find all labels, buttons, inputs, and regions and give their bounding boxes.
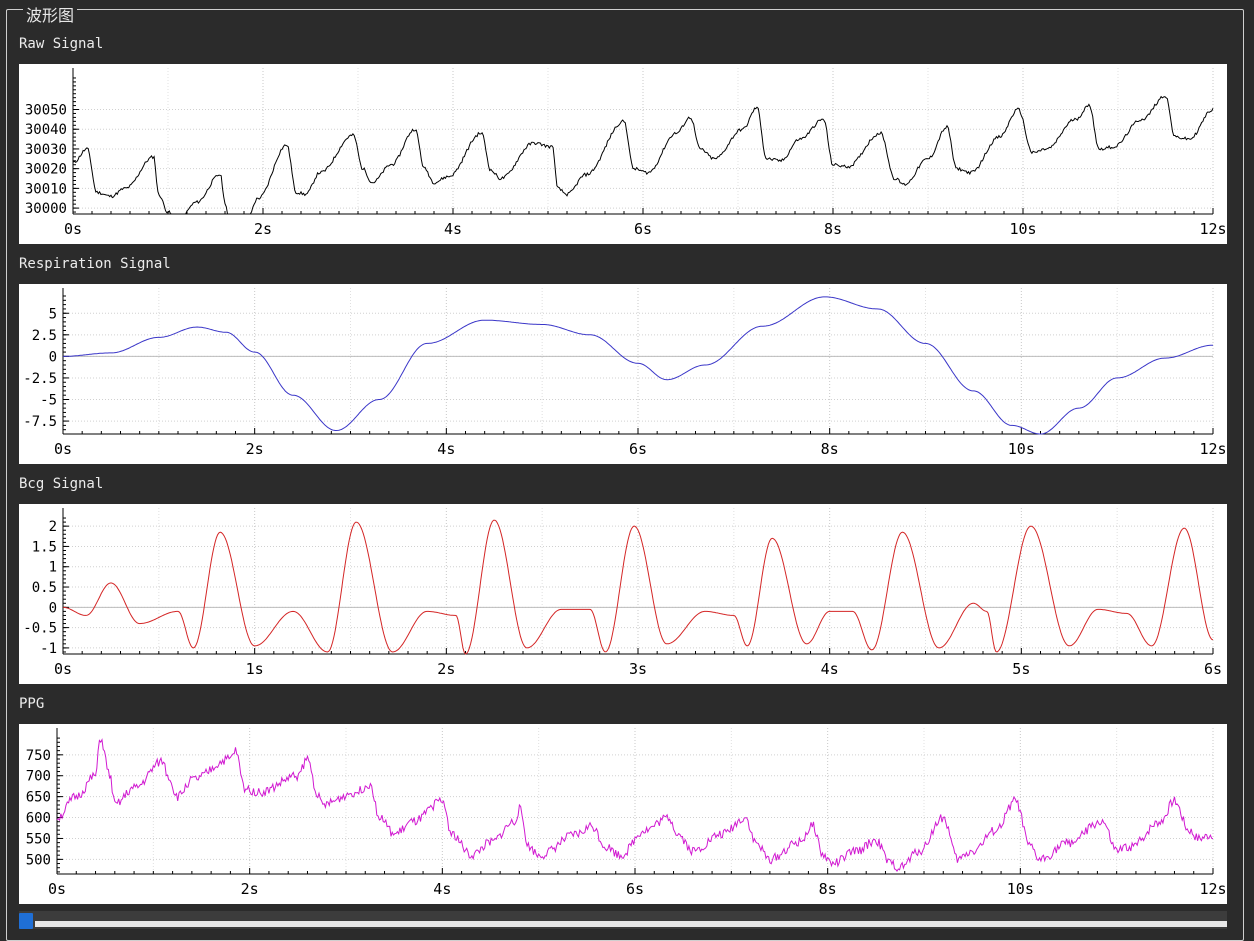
x-tick-label: 4s xyxy=(437,440,455,458)
y-tick-label: 2 xyxy=(49,519,57,535)
y-tick-label: 650 xyxy=(26,790,51,806)
y-tick-label: 30000 xyxy=(25,201,67,217)
x-tick-label: 8s xyxy=(824,220,842,238)
raw-signal-plot[interactable]: 0s 2s 4s 6s 8s 10s 12s 30000 30010 30020 30030 3004… xyxy=(19,64,1227,244)
y-tick-label: 750 xyxy=(26,748,51,764)
x-tick-label: 2s xyxy=(254,220,272,238)
y-tick-label: 30030 xyxy=(25,142,67,158)
x-tick-label: 2s xyxy=(246,440,264,458)
x-tick-label: 0s xyxy=(54,440,72,458)
x-tick-label: 0s xyxy=(64,220,82,238)
respiration-signal-svg[interactable]: 0s 2s 4s 6s 8s 10s 12s 5 2.5 0 -2.5 -5 -7.5 xyxy=(19,284,1227,464)
y-tick-label: 550 xyxy=(26,831,51,847)
respiration-series-line xyxy=(63,296,1213,435)
raw-signal-title: Raw Signal xyxy=(19,36,104,52)
x-tick-label: 6s xyxy=(629,440,647,458)
y-tick-label: -7.5 xyxy=(23,414,57,430)
x-tick-label: 0s xyxy=(48,880,66,898)
x-tick-label: 12s xyxy=(1199,880,1226,898)
x-tick-label: 4s xyxy=(433,880,451,898)
y-tick-label: -2.5 xyxy=(23,371,57,387)
y-tick-label: 1.5 xyxy=(32,539,57,555)
x-tick-label: 10s xyxy=(1008,440,1035,458)
y-tick-label: 30040 xyxy=(25,122,67,138)
ppg-plot[interactable]: 0s 2s 4s 6s 8s 10s 12s 750 700 650 600 550 500 xyxy=(19,724,1227,904)
y-tick-label: 30020 xyxy=(25,162,67,178)
x-tick-label: 12s xyxy=(1199,440,1226,458)
y-tick-label: 0 xyxy=(49,600,57,616)
ppg-series-line xyxy=(56,738,1214,872)
x-tick-label: 8s xyxy=(819,880,837,898)
bcg-series-line xyxy=(62,519,1214,655)
bcg-signal-title: Bcg Signal xyxy=(19,476,104,492)
bcg-signal-svg[interactable]: 0s 1s 2s 3s 4s 5s 6s 2 1.5 1 0.5 0 -0.5 -1 xyxy=(19,504,1227,684)
y-tick-label: 1 xyxy=(49,560,57,576)
x-tick-label: 12s xyxy=(1199,220,1226,238)
respiration-signal-plot[interactable]: 0s 2s 4s 6s 8s 10s 12s 5 2.5 0 -2.5 -5 -7.5 xyxy=(19,284,1227,464)
y-tick-label: 600 xyxy=(26,811,51,827)
respiration-signal-title: Respiration Signal xyxy=(19,256,171,272)
x-tick-label: 8s xyxy=(821,440,839,458)
x-tick-label: 2s xyxy=(241,880,259,898)
x-tick-label: 1s xyxy=(246,660,264,678)
y-tick-label: 5 xyxy=(49,306,57,322)
y-tick-label: -5 xyxy=(40,393,57,409)
x-tick-label: 6s xyxy=(626,880,644,898)
scrollbar-track[interactable] xyxy=(35,921,1227,927)
x-tick-label: 3s xyxy=(629,660,647,678)
y-tick-label: 30050 xyxy=(25,103,67,119)
y-tick-label: 0 xyxy=(49,349,57,365)
x-tick-label: 6s xyxy=(1204,660,1222,678)
raw-series-line xyxy=(72,95,1214,215)
x-tick-label: 4s xyxy=(444,220,462,238)
x-tick-label: 6s xyxy=(634,220,652,238)
ppg-svg[interactable]: 0s 2s 4s 6s 8s 10s 12s 750 700 650 600 550 500 xyxy=(19,724,1227,904)
x-tick-label: 0s xyxy=(54,660,72,678)
y-tick-label: 700 xyxy=(26,769,51,785)
y-tick-label: -0.5 xyxy=(23,621,57,637)
x-tick-label: 4s xyxy=(821,660,839,678)
raw-signal-svg[interactable]: 0s 2s 4s 6s 8s 10s 12s 30000 30010 30020 30030 3004… xyxy=(19,64,1227,244)
group-title: 波形图 xyxy=(23,7,78,25)
x-tick-label: 5s xyxy=(1012,660,1030,678)
ppg-title: PPG xyxy=(19,696,45,712)
y-tick-label: 500 xyxy=(26,852,51,868)
y-tick-label: -1 xyxy=(40,641,57,657)
x-tick-label: 10s xyxy=(1009,220,1036,238)
y-tick-label: 0.5 xyxy=(32,580,57,596)
x-tick-label: 2s xyxy=(437,660,455,678)
bcg-signal-plot[interactable]: 0s 1s 2s 3s 4s 5s 6s 2 1.5 1 0.5 0 -0.5 -1 xyxy=(19,504,1227,684)
x-tick-label: 10s xyxy=(1007,880,1034,898)
scrollbar-handle[interactable] xyxy=(19,913,33,929)
y-tick-label: 2.5 xyxy=(32,328,57,344)
y-tick-label: 30010 xyxy=(25,181,67,197)
horizontal-scrollbar[interactable] xyxy=(19,911,1227,929)
